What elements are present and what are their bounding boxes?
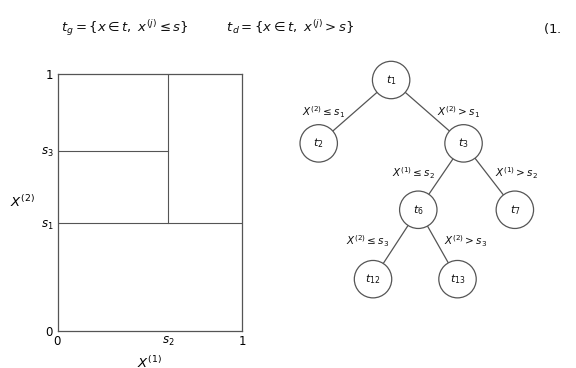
Text: $X^{(2)} > s_3$: $X^{(2)} > s_3$ [444,234,487,249]
Text: $(1.$: $(1.$ [543,21,562,36]
Text: $t_7$: $t_7$ [510,203,520,217]
Text: $t_1$: $t_1$ [386,73,396,87]
Text: $t_{13}$: $t_{13}$ [450,272,465,286]
Text: $t_g = \{x \in t,\ x^{(j)} \leq s\}$$\qquad\quad$$t_d = \{x \in t,\ x^{(j)} > s\: $t_g = \{x \in t,\ x^{(j)} \leq s\}$$\qq… [60,18,354,38]
X-axis label: $X^{(1)}$: $X^{(1)}$ [137,355,162,368]
Text: $t_{12}$: $t_{12}$ [365,272,381,286]
Text: $X^{(1)} > s_2$: $X^{(1)} > s_2$ [495,166,538,181]
Text: $t_3$: $t_3$ [458,137,469,150]
Text: $X^{(2)} \leq s_3$: $X^{(2)} \leq s_3$ [347,234,389,249]
Circle shape [439,261,476,298]
Circle shape [496,191,533,229]
Circle shape [373,61,410,99]
Text: $t_2$: $t_2$ [313,137,324,150]
Circle shape [400,191,437,229]
Text: $t_6$: $t_6$ [413,203,424,217]
Text: $X^{(2)} \leq s_1$: $X^{(2)} \leq s_1$ [302,104,345,120]
Y-axis label: $X^{(2)}$: $X^{(2)}$ [10,194,35,210]
Text: $X^{(2)} > s_1$: $X^{(2)} > s_1$ [437,104,480,120]
Circle shape [300,125,338,162]
Circle shape [354,261,392,298]
Text: $X^{(1)} \leq s_2$: $X^{(1)} \leq s_2$ [392,166,435,181]
Circle shape [445,125,482,162]
